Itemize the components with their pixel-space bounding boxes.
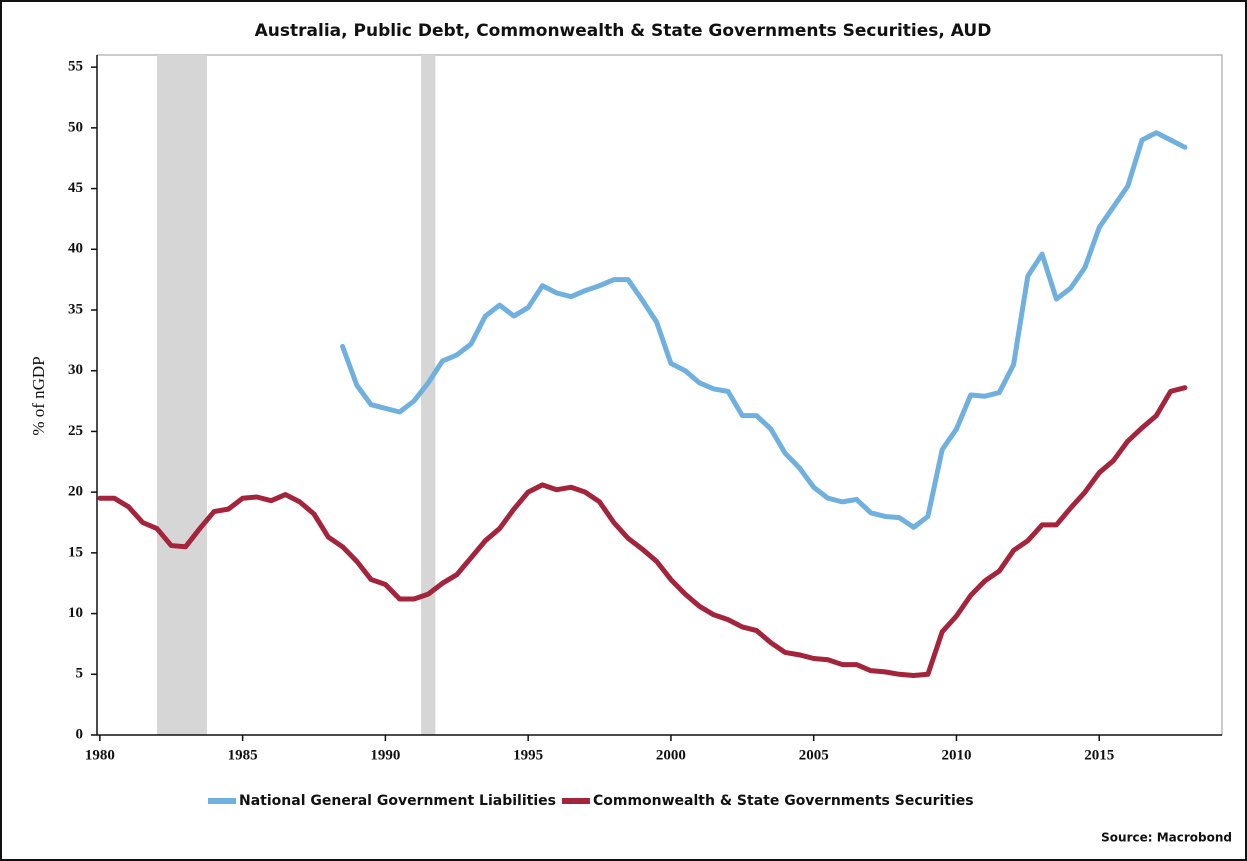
x-tick-label: 2000 bbox=[656, 747, 686, 763]
x-tick-label: 1980 bbox=[85, 747, 115, 763]
legend-label: National General Government Liabilities bbox=[239, 793, 556, 809]
x-tick-label: 1990 bbox=[370, 747, 400, 763]
x-tick-label: 2010 bbox=[941, 747, 971, 763]
x-tick-label: 2005 bbox=[799, 747, 829, 763]
y-tick-label: 40 bbox=[68, 241, 83, 257]
y-tick-label: 35 bbox=[68, 301, 83, 317]
series-line bbox=[97, 385, 1188, 678]
y-tick-label: 0 bbox=[76, 726, 84, 742]
y-tick-label: 20 bbox=[68, 484, 83, 500]
chart-title: Australia, Public Debt, Commonwealth & S… bbox=[255, 21, 992, 41]
y-tick-label: 10 bbox=[68, 605, 83, 621]
y-axis-label: % of nGDP bbox=[29, 356, 48, 435]
y-tick-label: 30 bbox=[68, 362, 83, 378]
y-tick-label: 50 bbox=[68, 119, 83, 135]
legend: National General Government Liabilities C… bbox=[208, 793, 974, 809]
x-tick-label: 1995 bbox=[513, 747, 543, 763]
y-tick-label: 15 bbox=[68, 544, 83, 560]
y-tick-label: 55 bbox=[68, 59, 83, 75]
y-tick-label: 25 bbox=[68, 423, 83, 439]
legend-label: Commonwealth & State Governments Securit… bbox=[593, 793, 974, 809]
recession-band bbox=[156, 55, 207, 735]
y-tick-label: 45 bbox=[68, 180, 83, 196]
y-tick-label: 5 bbox=[76, 666, 84, 682]
source: Source: Macrobond bbox=[1101, 831, 1232, 845]
x-tick-label: 2015 bbox=[1084, 747, 1114, 763]
x-tick-label: 1985 bbox=[228, 747, 258, 763]
recession-band bbox=[421, 55, 436, 735]
series-line bbox=[340, 130, 1188, 530]
